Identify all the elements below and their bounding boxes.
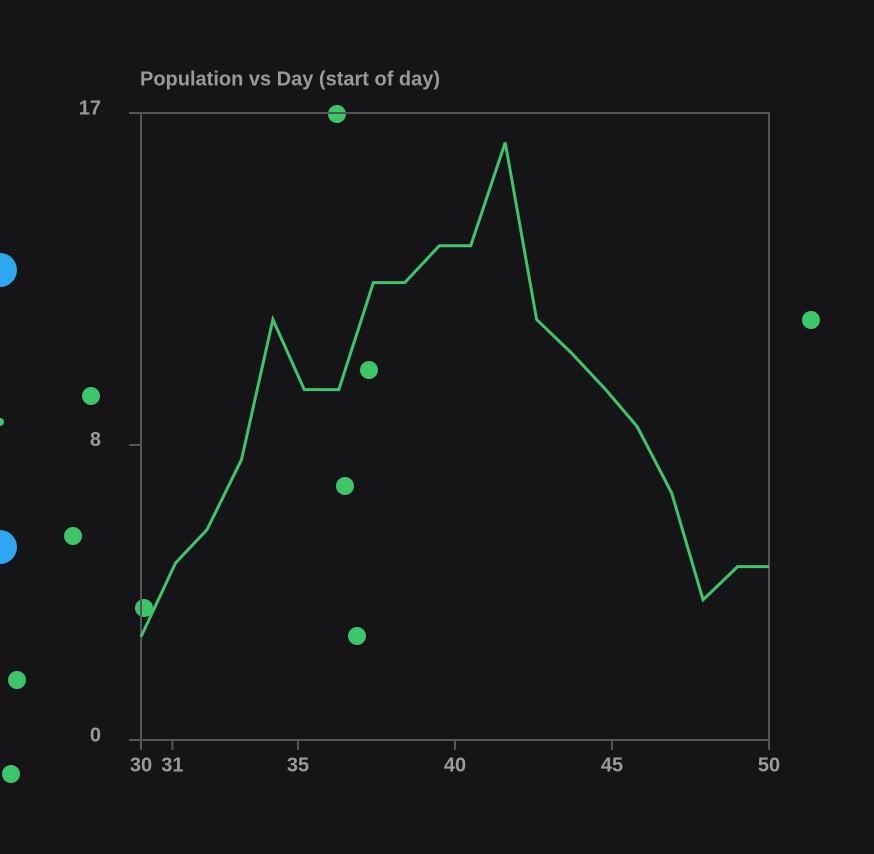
green-dot [0,418,4,426]
x-tick-label: 35 [287,754,309,776]
chart-title: Population vs Day (start of day) [140,68,440,90]
green-dot [2,765,20,783]
y-tick-label: 0 [90,724,101,746]
x-tick-label: 31 [161,754,183,776]
green-dot [802,311,820,329]
line [139,142,769,638]
x-tick-label: 30 [130,754,152,776]
green-dot [135,599,153,617]
x-tick-label: 45 [601,754,623,776]
green-dot [82,387,100,405]
blue-dot [0,530,17,564]
y-tick-label: 8 [90,429,101,451]
decor [0,105,820,783]
x-tick-label: 50 [758,754,780,776]
green-dot [8,671,26,689]
x-tick-label: 40 [444,754,466,776]
blue-dot [0,253,17,287]
green-dot [64,527,82,545]
green-dot [336,477,354,495]
y-tick-label: 17 [79,97,101,119]
green-dot [348,627,366,645]
green-dot [360,361,378,379]
